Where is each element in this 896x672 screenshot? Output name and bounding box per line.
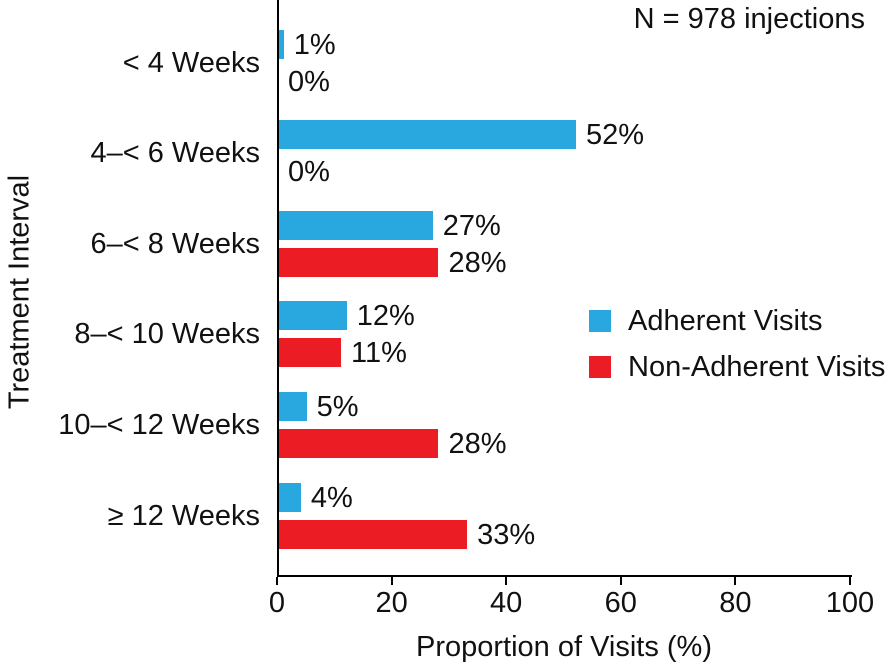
sample-size-annotation: N = 978 injections [633, 3, 865, 35]
non-adherent-bar [278, 519, 468, 549]
legend-swatch-icon [589, 356, 611, 378]
value-label: 4% [310, 481, 353, 514]
x-tick-mark [390, 577, 393, 585]
legend-item: Non-Adherent Visits [589, 350, 886, 383]
value-label: 1% [293, 28, 336, 61]
adherent-bar [278, 301, 347, 331]
legend-label: Adherent Visits [628, 304, 823, 337]
x-axis-title: Proportion of Visits (%) [415, 631, 713, 663]
value-label: 28% [448, 246, 507, 279]
x-tick-label: 80 [719, 587, 752, 619]
adherent-bar [278, 210, 433, 240]
x-tick-label: 0 [268, 587, 286, 619]
category-label: 10–< 12 Weeks [58, 408, 260, 441]
x-tick-label: 100 [825, 587, 875, 619]
y-axis-line [277, 0, 279, 577]
x-tick-label: 60 [604, 587, 637, 619]
x-tick-mark [734, 577, 737, 585]
x-tick-mark [505, 577, 508, 585]
category-label: 6–< 8 Weeks [90, 227, 260, 260]
x-tick-mark [276, 577, 278, 585]
value-label: 5% [316, 390, 359, 423]
value-label: 27% [442, 209, 501, 242]
category-label: 8–< 10 Weeks [74, 318, 260, 351]
x-tick-mark [619, 577, 622, 585]
adherent-bar [278, 120, 576, 150]
value-label: 12% [356, 300, 415, 333]
adherent-bar [278, 482, 301, 512]
value-label: 28% [448, 427, 507, 460]
value-label: 52% [585, 119, 644, 152]
category-label: 4–< 6 Weeks [90, 137, 260, 170]
value-label: 0% [288, 156, 330, 189]
value-label: 11% [351, 337, 407, 370]
y-axis-title: Treatment Interval [3, 174, 36, 410]
category-label: < 4 Weeks [122, 46, 260, 79]
legend-swatch-icon [589, 310, 611, 332]
non-adherent-bar [278, 247, 439, 277]
x-axis-line [277, 575, 852, 577]
legend-item: Adherent Visits [589, 304, 885, 337]
category-label: ≥ 12 Weeks [107, 499, 260, 532]
x-tick-label: 40 [490, 587, 523, 619]
non-adherent-bar [278, 428, 439, 458]
value-label: 33% [477, 518, 536, 551]
legend-label: Non-Adherent Visits [628, 350, 886, 383]
x-tick-label: 20 [375, 587, 408, 619]
non-adherent-bar [278, 338, 341, 368]
adherent-bar [278, 29, 284, 59]
legend: Adherent Visits Non-Adherent Visits [589, 304, 886, 398]
adherent-bar [278, 391, 307, 421]
x-tick-mark [849, 577, 851, 585]
value-label: 0% [288, 65, 330, 98]
